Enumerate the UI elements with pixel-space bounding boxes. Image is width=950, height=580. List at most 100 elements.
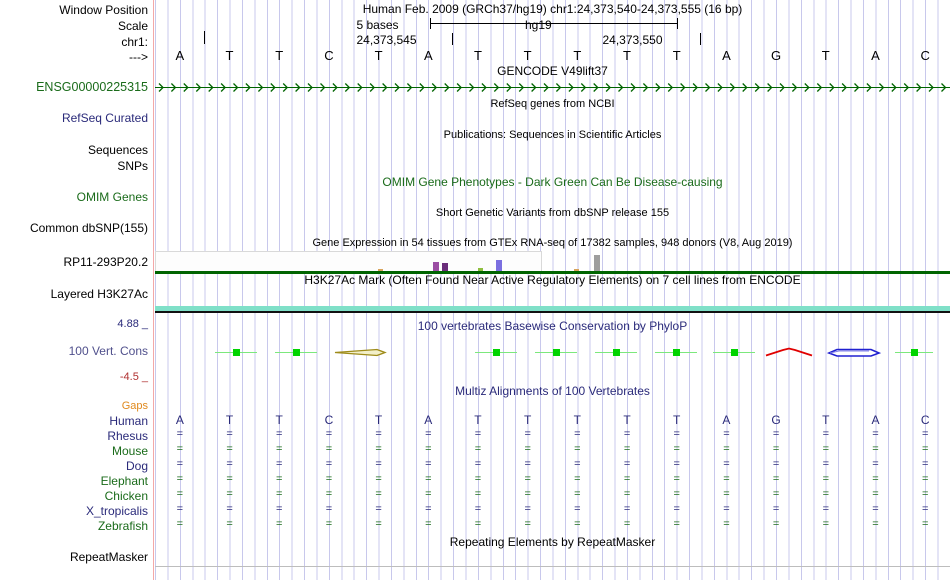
label-window-position[interactable]: Window Position xyxy=(59,3,148,17)
multiz-base-human: T xyxy=(623,413,631,427)
label-gaps[interactable]: Gaps xyxy=(121,400,148,412)
phylop-track-title[interactable]: 100 vertebrates Basewise Conservation by… xyxy=(417,319,688,333)
label-chrom[interactable]: chr1: xyxy=(121,35,148,49)
conservation-element[interactable] xyxy=(595,345,637,367)
label-layered-h3k27ac[interactable]: Layered H3K27Ac xyxy=(50,287,148,301)
label-repeatmasker[interactable]: RepeatMasker xyxy=(69,550,148,564)
label-species-zebrafish[interactable]: Zebrafish xyxy=(97,519,148,533)
multiz-track-title[interactable]: Multiz Alignments of 100 Vertebrates xyxy=(455,384,650,398)
gtex-tissue-bar[interactable] xyxy=(496,260,502,271)
conservation-element[interactable] xyxy=(475,345,517,367)
gtex-bar-graph[interactable] xyxy=(155,251,600,272)
multiz-gap-cell: = xyxy=(375,473,382,485)
multiz-base-human: T xyxy=(225,413,234,427)
label-cons-name[interactable]: 100 Vert. Cons xyxy=(68,344,148,358)
label-species-x-tropicalis[interactable]: X_tropicalis xyxy=(85,504,148,518)
multiz-gap-cell: = xyxy=(822,488,829,500)
conservation-element[interactable] xyxy=(333,345,387,367)
label-omim-genes[interactable]: OMIM Genes xyxy=(76,190,148,204)
label-species-human[interactable]: Human xyxy=(109,414,148,428)
conservation-element[interactable] xyxy=(215,345,257,367)
track-data-area: Human Feb. 2009 (GRCh37/hg19) chr1:24,37… xyxy=(155,0,950,580)
multiz-gap-cell: = xyxy=(325,443,333,455)
label-strand-arrow[interactable]: ---> xyxy=(129,50,148,64)
multiz-gap-cell: = xyxy=(673,473,680,485)
gtex-tissue-bar[interactable] xyxy=(433,262,439,271)
multiz-gap-cell: = xyxy=(872,518,879,530)
multiz-gap-cell: = xyxy=(822,473,829,485)
gtex-tissue-bar[interactable] xyxy=(594,255,600,271)
multiz-gap-cell: = xyxy=(325,458,333,470)
multiz-gap-cell: = xyxy=(623,518,631,530)
ruler-tick-left xyxy=(204,31,205,44)
multiz-gap-cell: = xyxy=(176,503,184,515)
dbsnp-track-title[interactable]: Short Genetic Variants from dbSNP releas… xyxy=(435,207,670,219)
label-scale[interactable]: Scale xyxy=(117,19,148,33)
multiz-gap-cell: = xyxy=(474,518,482,530)
multiz-gap-cell: = xyxy=(574,428,581,440)
label-snps[interactable]: SNPs xyxy=(117,159,148,173)
gtex-tissue-bar[interactable] xyxy=(574,269,579,271)
layered-h3k27ac-signal[interactable] xyxy=(155,306,950,314)
conservation-element[interactable] xyxy=(765,345,813,367)
multiz-gap-cell: = xyxy=(574,443,581,455)
multiz-gap-cell: = xyxy=(623,473,631,485)
multiz-gap-cell: = xyxy=(772,428,780,440)
label-common-dbsnp[interactable]: Common dbSNP(155) xyxy=(29,221,148,235)
conservation-element[interactable] xyxy=(895,345,933,367)
gencode-track-title[interactable]: GENCODE V49lift37 xyxy=(497,64,608,78)
conservation-element[interactable] xyxy=(275,345,317,367)
gtex-gene-line[interactable] xyxy=(155,271,950,274)
multiz-gap-cell: = xyxy=(425,503,432,515)
omim-track-title[interactable]: OMIM Gene Phenotypes - Dark Green Can Be… xyxy=(382,175,723,189)
multiz-gap-cell: = xyxy=(425,443,432,455)
multiz-gap-cell: = xyxy=(623,443,631,455)
multiz-gap-cell: = xyxy=(425,458,432,470)
multiz-gap-cell: = xyxy=(921,503,929,515)
multiz-gap-cell: = xyxy=(176,488,184,500)
label-gencode-gene[interactable]: ENSG00000225315 xyxy=(36,80,148,94)
sequence-base: A xyxy=(871,48,880,63)
multiz-base-human: T xyxy=(822,413,830,427)
multiz-gap-cell: = xyxy=(574,473,581,485)
label-species-dog[interactable]: Dog xyxy=(125,459,148,473)
multiz-gap-cell: = xyxy=(325,473,333,485)
repeatmasker-track-title[interactable]: Repeating Elements by RepeatMasker xyxy=(449,535,656,549)
multiz-base-human: T xyxy=(275,413,283,427)
label-species-mouse[interactable]: Mouse xyxy=(111,444,148,458)
multiz-row: = = = = = = = = = = = = = = = = xyxy=(155,474,950,489)
sequence-base: T xyxy=(473,48,482,63)
conservation-elements-row[interactable] xyxy=(155,345,950,367)
label-species-elephant[interactable]: Elephant xyxy=(100,474,148,488)
multiz-gap-cell: = xyxy=(226,473,233,485)
gtex-tissue-bar[interactable] xyxy=(442,263,448,271)
sequence-base: T xyxy=(225,48,234,63)
sequence-base: A xyxy=(423,48,433,63)
multiz-gap-cell: = xyxy=(921,458,929,470)
label-species-chicken[interactable]: Chicken xyxy=(104,489,148,503)
h3k27ac-track-title[interactable]: H3K27Ac Mark (Often Found Near Active Re… xyxy=(304,273,801,287)
gtex-tissue-bar[interactable] xyxy=(478,268,483,271)
gencode-transcript-line[interactable] xyxy=(155,82,950,93)
conservation-element[interactable] xyxy=(655,345,697,367)
ruler-tick-left-end xyxy=(452,33,453,45)
multiz-gap-cell: = xyxy=(176,518,184,530)
multiz-gap-cell: = xyxy=(276,518,283,530)
label-sequences[interactable]: Sequences xyxy=(87,143,148,157)
label-cons-max: 4.88 _ xyxy=(117,318,148,330)
label-refseq-curated[interactable]: RefSeq Curated xyxy=(61,111,148,125)
conservation-element[interactable] xyxy=(827,345,881,367)
multiz-gap-cell: = xyxy=(822,503,829,515)
gtex-track-title[interactable]: Gene Expression in 54 tissues from GTEx … xyxy=(312,237,793,249)
base-gridlines xyxy=(155,0,950,580)
label-species-rhesus[interactable]: Rhesus xyxy=(107,429,148,443)
publications-track-title[interactable]: Publications: Sequences in Scientific Ar… xyxy=(443,129,662,141)
conservation-element[interactable] xyxy=(713,345,755,367)
multiz-gap-cell: = xyxy=(276,488,283,500)
gtex-tissue-bar[interactable] xyxy=(378,269,383,271)
refseq-track-title[interactable]: RefSeq genes from NCBI xyxy=(490,98,615,110)
multiz-gap-cell: = xyxy=(872,473,879,485)
multiz-gap-cell: = xyxy=(822,518,829,530)
conservation-element[interactable] xyxy=(535,345,577,367)
label-gtex-gene[interactable]: RP11-293P20.2 xyxy=(63,255,148,269)
